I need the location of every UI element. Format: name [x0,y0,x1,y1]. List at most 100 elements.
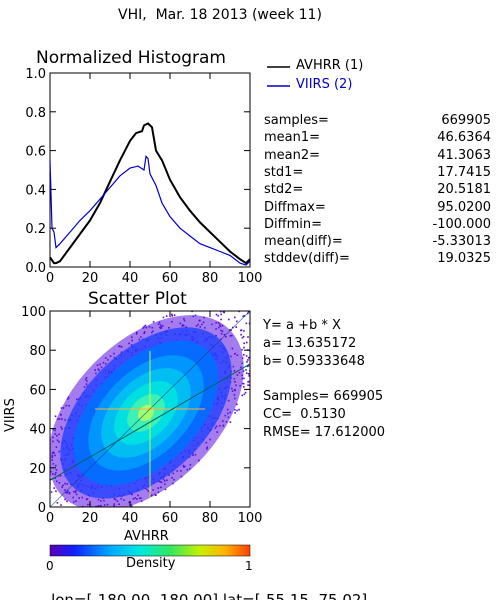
scatter-point [41,457,43,459]
figure-title: VHI, Mar. 18 2013 (week 11) [118,7,322,23]
scatter-point [44,484,46,486]
stats-key: Diffmax= [264,199,326,215]
scatter-point [173,314,176,316]
scatter-point [247,356,250,359]
scatter-point [79,525,81,527]
scatter-point [253,325,255,327]
stats-row: mean(diff)= -5.33013 [264,235,491,249]
stats-key: std2= [264,182,304,198]
scatter-x-tick-label: 20 [82,511,99,526]
scatter-point [67,512,69,514]
scatter-point [240,329,243,331]
scatter-point [113,511,115,513]
scatter-point [254,354,256,356]
scatter-point [198,304,200,306]
scatter-point [243,330,245,332]
scatter-point [37,489,39,491]
scatter-point [248,375,250,377]
stats-row: stddev(diff)= 19.0325 [264,252,491,266]
scatter-point [194,304,196,306]
scatter-point [42,449,44,451]
scatter-point [229,301,231,303]
scatter-y-tick-label: 80 [29,344,46,359]
scatter-point [41,496,43,498]
scatter-point [103,512,105,514]
scatter-point [252,369,254,371]
scatter-point [60,510,62,512]
scatter-point [57,511,59,513]
scatter-point [222,311,225,313]
scatter-point [67,522,69,524]
scatter-point [54,523,56,525]
scatter-point [114,518,116,520]
scatter-point [114,514,116,516]
scatter-point [55,490,57,492]
scatter-point [241,382,244,385]
lon-label: lon= [51,591,87,600]
scatter-point [48,506,50,508]
scatter-point [165,315,168,317]
scatter-point [247,359,249,361]
stats-value: 20.5181 [437,182,491,198]
stats-value: 41.3063 [437,147,491,163]
scatter-point [261,351,263,353]
scatter-point [210,299,212,301]
hist-y-tick-label: 0.2 [25,222,46,237]
scatter-point [247,373,250,375]
scatter-point [54,415,57,418]
scatter-point [247,308,249,310]
scatter-point [117,517,119,519]
scatter-point [198,299,200,301]
series-line-viirs [49,155,251,266]
scatter-point [203,301,205,303]
scatter-point [251,378,253,380]
scatter-point [252,377,254,379]
scatter-point [229,301,231,303]
scatter-point [114,510,116,512]
scatter-point [216,296,218,298]
scatter-point [75,522,77,524]
scatter-point [257,350,259,352]
scatter-point [155,494,157,496]
scatter-y-tick-label: 40 [29,423,46,438]
scatter-point [48,430,50,432]
scatter-point [260,334,262,336]
scatter-point [107,518,109,520]
scatter-point [220,318,222,321]
scatter-point [45,458,47,460]
scatter-point [243,386,245,388]
hist-y-tick-label: 0.6 [25,145,46,160]
scatter-point [247,381,249,383]
scatter-point [50,491,53,493]
scatter-point [162,316,165,319]
scatter-point [69,509,71,511]
hist-x-tick-label: 20 [82,271,99,286]
scatter-point [130,505,133,507]
scatter-point [245,369,247,371]
scatter-point [241,394,243,397]
stats-row: samples= 669905 [264,114,491,128]
scatter-point [248,322,250,325]
scatter-point [112,510,114,512]
scatter-point [76,527,78,529]
scatter-point [191,311,193,313]
scatter-point [102,514,104,516]
scatter-point [217,314,220,317]
regression-b: b= 0.59333648 [263,354,365,369]
scatter-point [240,306,242,308]
scatter-point [241,337,244,339]
scatter-x-tick-label: 100 [238,511,263,526]
scatter-point [171,313,173,316]
hist-x-tick-label: 100 [238,271,263,286]
scatter-point [103,518,105,520]
scatter-point [245,305,247,307]
scatter-y-tick-label: 100 [21,305,46,320]
scatter-point [245,372,248,374]
scatter-point [216,300,218,302]
scatter-point [59,517,61,519]
hist-y-tick-label: 0.0 [25,261,46,276]
scatter-point [255,362,257,364]
series-line-avhrr [49,122,251,265]
scatter-point [57,527,59,529]
